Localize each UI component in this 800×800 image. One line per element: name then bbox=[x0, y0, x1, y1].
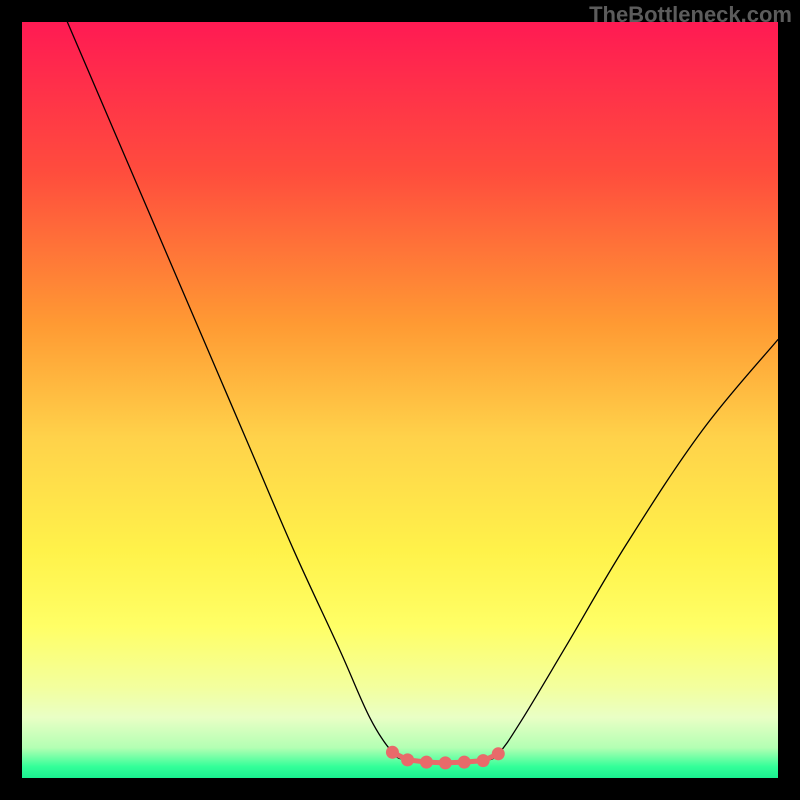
optimal-marker bbox=[458, 756, 471, 769]
optimal-marker bbox=[401, 753, 414, 766]
chart-background bbox=[22, 22, 778, 778]
plot-area bbox=[22, 22, 778, 778]
optimal-marker bbox=[477, 754, 490, 767]
figure-root: TheBottleneck.com bbox=[0, 0, 800, 800]
chart-svg bbox=[22, 22, 778, 778]
optimal-marker bbox=[386, 746, 399, 759]
optimal-marker bbox=[420, 756, 433, 769]
optimal-marker bbox=[439, 756, 452, 769]
optimal-marker bbox=[492, 747, 505, 760]
